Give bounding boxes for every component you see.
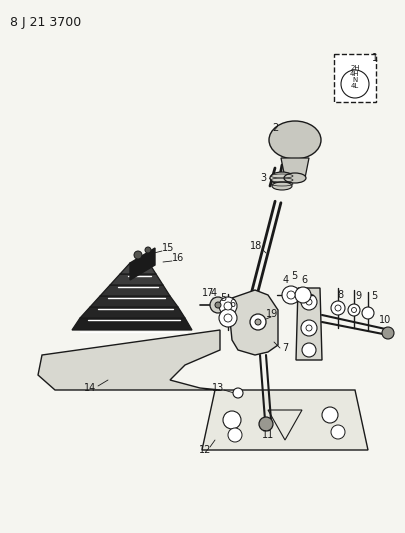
Circle shape <box>340 70 368 98</box>
Text: 13: 13 <box>211 383 224 393</box>
Ellipse shape <box>269 121 320 159</box>
Ellipse shape <box>284 173 305 183</box>
Circle shape <box>232 388 243 398</box>
Text: 4: 4 <box>282 275 288 285</box>
Polygon shape <box>295 288 321 360</box>
Circle shape <box>294 287 310 303</box>
Polygon shape <box>100 285 170 296</box>
Text: 4H: 4H <box>350 71 359 77</box>
Circle shape <box>218 297 237 315</box>
Circle shape <box>361 307 373 319</box>
Circle shape <box>218 309 237 327</box>
FancyBboxPatch shape <box>333 54 375 102</box>
Ellipse shape <box>271 182 291 190</box>
Text: N: N <box>352 77 357 83</box>
Text: 17: 17 <box>201 288 214 298</box>
Text: 5: 5 <box>290 271 296 281</box>
Text: 15: 15 <box>162 243 174 253</box>
Circle shape <box>224 314 231 322</box>
Polygon shape <box>72 318 192 330</box>
Text: 6: 6 <box>300 275 306 285</box>
Text: 2H: 2H <box>350 65 359 71</box>
Polygon shape <box>90 296 177 307</box>
Text: 9: 9 <box>354 291 360 301</box>
Ellipse shape <box>269 172 293 184</box>
Polygon shape <box>110 274 162 285</box>
Polygon shape <box>38 330 220 390</box>
Circle shape <box>305 325 311 331</box>
Text: 4: 4 <box>211 288 217 298</box>
Text: 19: 19 <box>265 309 277 319</box>
Text: 2: 2 <box>271 123 277 133</box>
Polygon shape <box>130 248 155 280</box>
Text: 12: 12 <box>198 445 211 455</box>
Text: 10: 10 <box>378 315 390 325</box>
Circle shape <box>334 305 340 311</box>
Circle shape <box>222 411 241 429</box>
Circle shape <box>351 308 356 312</box>
Circle shape <box>281 286 299 304</box>
Circle shape <box>347 304 359 316</box>
Circle shape <box>330 425 344 439</box>
Circle shape <box>301 343 315 357</box>
Text: 8 J 21 3700: 8 J 21 3700 <box>10 16 81 29</box>
Circle shape <box>300 320 316 336</box>
Circle shape <box>215 302 220 308</box>
Text: 7: 7 <box>281 343 288 353</box>
Text: 4L: 4L <box>350 83 358 89</box>
Text: 1: 1 <box>371 53 377 63</box>
Circle shape <box>321 407 337 423</box>
Circle shape <box>300 294 316 310</box>
Circle shape <box>145 247 151 253</box>
Polygon shape <box>230 290 277 355</box>
Text: 8: 8 <box>336 290 342 300</box>
Polygon shape <box>120 263 156 274</box>
Text: 5: 5 <box>370 291 376 301</box>
Text: 11: 11 <box>261 430 273 440</box>
Circle shape <box>305 299 311 305</box>
Circle shape <box>224 302 231 310</box>
Polygon shape <box>280 158 308 178</box>
Text: 5: 5 <box>220 293 226 303</box>
Circle shape <box>134 251 142 259</box>
Circle shape <box>330 301 344 315</box>
Polygon shape <box>80 307 185 318</box>
Text: 16: 16 <box>171 253 184 263</box>
Circle shape <box>254 319 260 325</box>
Circle shape <box>381 327 393 339</box>
Circle shape <box>249 314 265 330</box>
Circle shape <box>286 291 294 299</box>
Circle shape <box>209 297 226 313</box>
Circle shape <box>228 428 241 442</box>
Text: 18: 18 <box>249 241 262 251</box>
Text: 3: 3 <box>259 173 265 183</box>
Circle shape <box>258 417 272 431</box>
Text: 14: 14 <box>84 383 96 393</box>
Text: 6: 6 <box>228 299 234 309</box>
Polygon shape <box>202 390 367 450</box>
